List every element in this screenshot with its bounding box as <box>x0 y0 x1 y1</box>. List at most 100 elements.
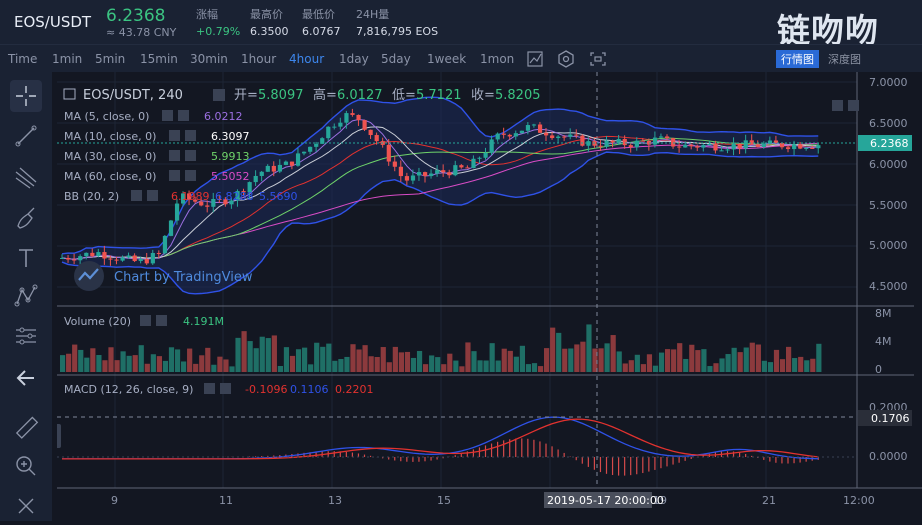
svg-text:开=: 开= <box>234 88 258 103</box>
ma30-value: 5.9913 <box>211 150 250 163</box>
interval-15min[interactable]: 15min <box>140 52 178 66</box>
time-axis[interactable]: 9 11 13 15 17 19 21 12:00 2019-05-17 20:… <box>111 492 875 508</box>
crosshair-time-bg <box>544 492 652 508</box>
bb-settings-icon[interactable] <box>131 190 142 201</box>
price-tick: 6.5000 <box>869 117 908 130</box>
macd-tag-bg <box>858 410 912 426</box>
close-value: 5.8205 <box>495 88 541 103</box>
macd-settings-icon[interactable] <box>204 383 215 394</box>
open-value: 5.8097 <box>258 88 304 103</box>
settings-icon[interactable] <box>555 49 577 69</box>
price-tick: 7.0000 <box>869 76 908 89</box>
trendline-icon[interactable] <box>10 120 42 152</box>
ma60-label: MA (60, close, 0) <box>64 170 156 183</box>
price-tick: 5.5000 <box>869 199 908 212</box>
time-tick: 11 <box>219 494 233 507</box>
ma60-settings-icon[interactable] <box>169 170 180 181</box>
interval-30min[interactable]: 30min <box>190 52 228 66</box>
ruler-icon[interactable] <box>10 412 42 444</box>
macd-tag: 0.1706 <box>871 412 910 425</box>
price-tick: 4.5000 <box>869 280 908 293</box>
volume-series <box>60 324 822 372</box>
ma5-settings-icon[interactable] <box>162 110 173 121</box>
cny-price: ≈ 43.78 CNY <box>106 26 177 39</box>
bb-remove-icon[interactable] <box>147 190 158 201</box>
collapse-toolbar-handle[interactable] <box>53 424 61 448</box>
time-tick: 13 <box>328 494 342 507</box>
volume-label: Volume (20) <box>64 315 131 328</box>
macd-label: MACD (12, 26, close, 9) <box>64 383 193 396</box>
bb-label: BB (20, 2) <box>64 190 119 203</box>
legend-title: EOS/USDT, 240 <box>83 88 183 103</box>
zoom-icon[interactable] <box>10 450 42 482</box>
interval-1mon[interactable]: 1mon <box>480 52 515 66</box>
interval-time[interactable]: Time <box>8 52 38 66</box>
bb-middle-value: 6.1989 <box>171 190 210 203</box>
last-price: 6.2368 <box>106 6 166 26</box>
brand-logo: 链吻吻 <box>777 11 879 50</box>
screenshot-icon[interactable] <box>587 49 609 69</box>
volume-remove-icon[interactable] <box>156 315 167 326</box>
close-icon[interactable] <box>10 490 42 522</box>
bb-lower-value: 5.5690 <box>259 190 298 203</box>
text-icon[interactable] <box>10 242 42 274</box>
interval-1week[interactable]: 1week <box>427 52 467 66</box>
price-chart[interactable]: Chart by TradingView 7.0000 6.5000 6.000… <box>53 72 922 521</box>
ticker-header: EOS/USDT 6.2368 ≈ 43.78 CNY 涨幅 +0.79% 最高价… <box>0 0 922 50</box>
ma5-value: 6.0212 <box>204 110 243 123</box>
ma30-settings-icon[interactable] <box>169 150 180 161</box>
main-legend: EOS/USDT, 240 开= 5.8097 高= 6.0127 低= 5.7… <box>63 87 859 396</box>
pane-move-down-icon[interactable] <box>848 100 859 111</box>
price-axis[interactable]: 7.0000 6.5000 6.0000 5.5000 5.0000 4.500… <box>858 76 912 463</box>
interval-5min[interactable]: 5min <box>95 52 126 66</box>
collapse-icon[interactable] <box>63 88 76 100</box>
interval-5day[interactable]: 5day <box>381 52 411 66</box>
ma10-remove-icon[interactable] <box>185 130 196 141</box>
volume-value: 4.191M <box>183 315 224 328</box>
macd-line-value: 0.1106 <box>290 383 329 396</box>
crosshair-icon[interactable] <box>10 80 42 112</box>
ma60-value: 5.5052 <box>211 170 250 183</box>
interval-1min[interactable]: 1min <box>52 52 83 66</box>
indicator-lines <box>61 96 819 295</box>
macd-hist-value: -0.1096 <box>245 383 287 396</box>
pitchfork-icon[interactable] <box>10 162 42 194</box>
ma5-remove-icon[interactable] <box>178 110 189 121</box>
pane-move-up-icon[interactable] <box>832 100 843 111</box>
ma30-remove-icon[interactable] <box>185 150 196 161</box>
depth-view-button[interactable]: 深度图 <box>828 53 861 66</box>
crosshair-time: 2019-05-17 20:00:00 <box>547 494 664 507</box>
tradingview-watermark[interactable]: Chart by TradingView <box>74 261 253 291</box>
time-tick: 12:00 <box>843 494 875 507</box>
interval-1hour[interactable]: 1hour <box>241 52 277 66</box>
legend-settings-icon[interactable] <box>213 89 225 101</box>
chart-area[interactable]: Chart by TradingView 7.0000 6.5000 6.000… <box>53 72 922 521</box>
brush-icon[interactable] <box>10 202 42 234</box>
drawing-toolbar <box>0 72 52 521</box>
ma10-settings-icon[interactable] <box>169 130 180 141</box>
symbol-label: EOS/USDT <box>14 13 92 31</box>
macd-remove-icon[interactable] <box>220 383 231 394</box>
interval-toolbar: Time 1min 5min 15min 30min 1hour 4hour 1… <box>0 44 922 72</box>
ma60-remove-icon[interactable] <box>185 170 196 181</box>
interval-1day[interactable]: 1day <box>339 52 369 66</box>
measure-icon[interactable] <box>10 320 42 352</box>
macd-tick: 0.0000 <box>869 450 908 463</box>
kline-view-button[interactable]: 行情图 <box>776 50 819 68</box>
back-arrow-icon[interactable] <box>10 362 42 394</box>
svg-text:高=: 高= <box>313 87 337 103</box>
time-tick: 19 <box>653 494 667 507</box>
time-tick: 9 <box>111 494 118 507</box>
high-value: 6.0127 <box>337 88 383 103</box>
volume-tick: 4M <box>875 335 892 348</box>
indicators-icon[interactable] <box>524 49 546 69</box>
time-tick: 15 <box>437 494 451 507</box>
price-tag-bg <box>858 135 912 151</box>
view-switch: 行情图 深度图 <box>776 50 870 68</box>
macd-series <box>57 416 857 476</box>
stat-volume: 24H量 7,816,795 EOS <box>356 8 439 38</box>
volume-settings-icon[interactable] <box>140 315 151 326</box>
interval-4hour[interactable]: 4hour <box>289 52 325 66</box>
pattern-icon[interactable] <box>10 280 42 312</box>
volume-tick: 8M <box>875 307 892 320</box>
